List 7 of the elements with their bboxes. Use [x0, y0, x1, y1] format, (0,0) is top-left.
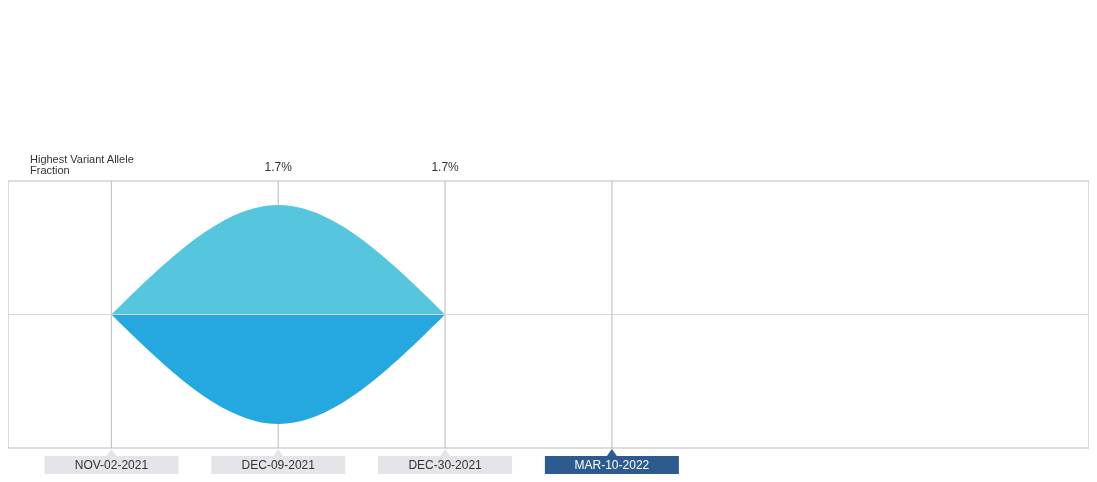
text: 1.7%: [264, 160, 293, 174]
text: 1.7%: [431, 160, 460, 174]
x-tick-label: MAR-10-2022: [574, 458, 650, 472]
text: Highest Variant Allele Fraction: [30, 153, 135, 176]
x-tick-label: DEC-09-2021: [241, 458, 316, 472]
x-tick-label: DEC-30-2021: [408, 458, 483, 472]
x-tick-label: NOV-02-2021: [74, 458, 149, 472]
